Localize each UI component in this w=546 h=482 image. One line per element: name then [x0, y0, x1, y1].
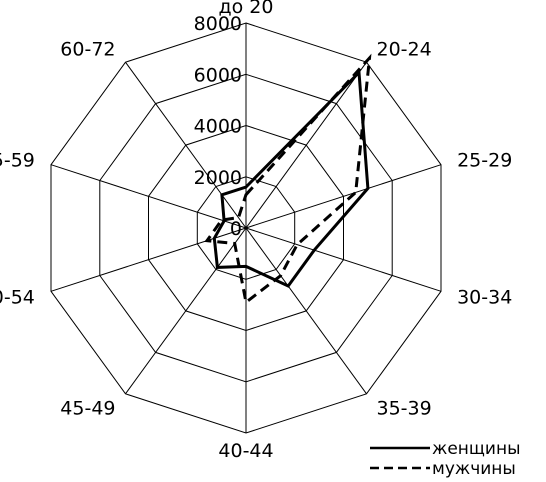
category-labels: до 20 20-24 25-29 30-34 35-39 40-44 45-49 50-54…: [0, 0, 512, 462]
tick-label-0: 0: [230, 218, 242, 240]
legend-label-women: женщины: [432, 439, 521, 459]
spoke-8: [50, 164, 247, 229]
tick-label-2000: 2000: [194, 167, 242, 189]
spoke-2: [245, 164, 442, 229]
series-lines: [204, 53, 372, 305]
spoke-3: [245, 227, 442, 292]
tick-label-8000: 8000: [194, 13, 242, 35]
category-label-0: до 20: [219, 0, 274, 18]
category-label-1: 20-24: [377, 38, 432, 60]
series-line-men: [204, 53, 372, 305]
category-label-9: 60-72: [60, 38, 115, 60]
category-label-3: 30-34: [457, 287, 512, 309]
category-label-5: 40-44: [218, 440, 273, 462]
legend: женщины мужчины: [370, 439, 521, 479]
spoke-9: [125, 61, 247, 229]
category-label-7: 50-54: [0, 287, 35, 309]
category-label-8: 55-59: [0, 149, 35, 171]
series-line-women: [212, 69, 370, 288]
legend-label-men: мужчины: [432, 459, 516, 479]
spoke-6: [125, 227, 247, 395]
tick-label-4000: 4000: [194, 116, 242, 138]
spoke-1: [245, 61, 367, 229]
spoke-4: [245, 227, 367, 395]
tick-label-6000: 6000: [194, 64, 242, 86]
category-label-2: 25-29: [457, 149, 512, 171]
category-label-4: 35-39: [377, 398, 432, 420]
category-label-6: 45-49: [60, 398, 115, 420]
radial-tick-labels: 0 2000 4000 6000 8000: [194, 13, 242, 240]
